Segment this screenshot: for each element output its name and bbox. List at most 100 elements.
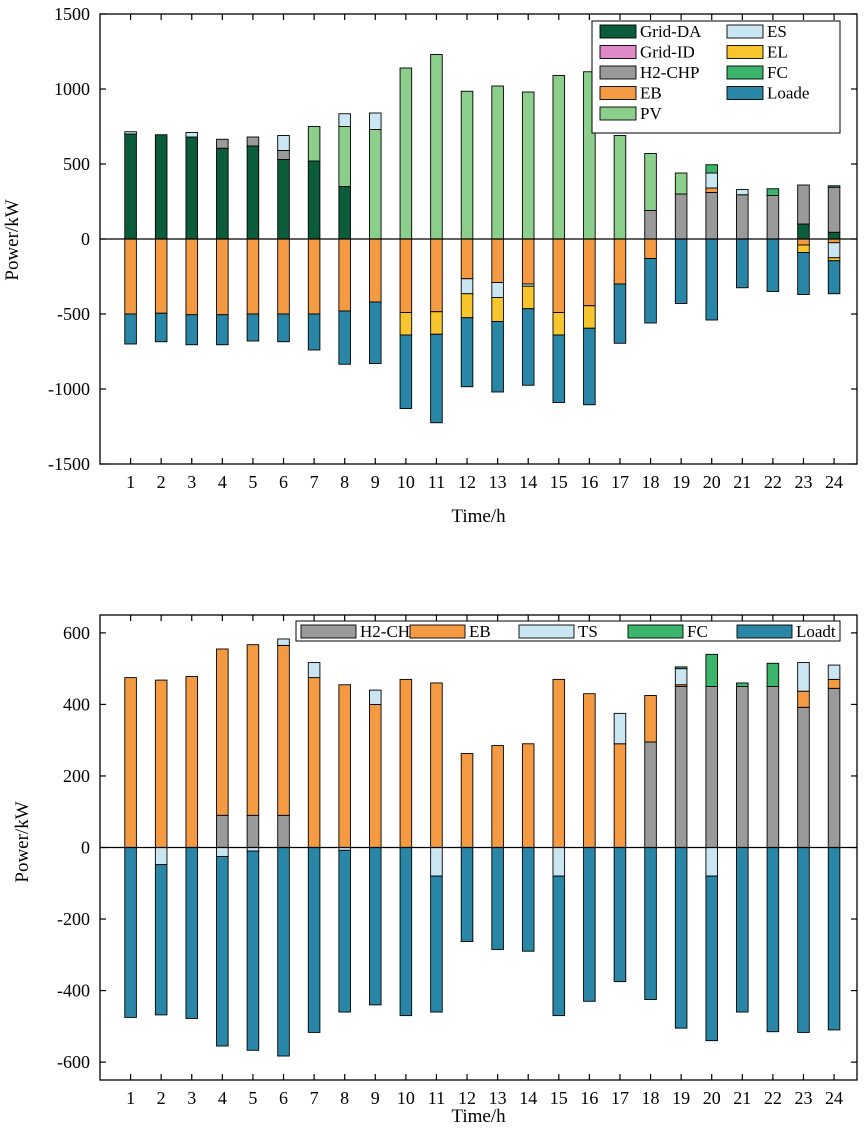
bar-es-24 bbox=[827, 242, 841, 259]
bar-loade-8 bbox=[338, 310, 351, 365]
bar-ts-19 bbox=[674, 668, 688, 686]
bar-el-16 bbox=[583, 305, 596, 329]
bar-eb-18 bbox=[644, 695, 657, 743]
bar-eb-6 bbox=[277, 644, 290, 816]
bar-eb-9 bbox=[369, 703, 382, 848]
bar-grid-da-5 bbox=[246, 145, 260, 240]
x-tick-label: 18 bbox=[642, 472, 660, 492]
bar-h2-chp-21 bbox=[736, 194, 749, 240]
bar-h2-chp-21 bbox=[736, 686, 749, 848]
bar-grid-da-8 bbox=[338, 186, 351, 240]
x-tick-label: 15 bbox=[550, 1088, 568, 1108]
bar-eb-2 bbox=[154, 679, 168, 848]
bar-eb-7 bbox=[307, 238, 321, 315]
bar-ts-20 bbox=[705, 847, 718, 877]
bar-grid-da-24 bbox=[827, 231, 841, 240]
y-tick-label: -400 bbox=[57, 981, 90, 1001]
x-tick-label: 7 bbox=[310, 1088, 319, 1108]
bar-pv-12 bbox=[460, 90, 474, 240]
bar-loade-12 bbox=[460, 317, 474, 388]
legend-swatch-ts bbox=[518, 624, 575, 639]
bar-loadt-19 bbox=[674, 847, 688, 1029]
bar-eb-1 bbox=[124, 677, 137, 848]
bar-eb-5 bbox=[246, 644, 260, 816]
bar-loadt-3 bbox=[185, 847, 199, 1019]
bar-loade-21 bbox=[736, 238, 749, 289]
bar-loade-15 bbox=[552, 334, 566, 403]
bar-es-1 bbox=[124, 131, 137, 135]
bar-loadt-22 bbox=[766, 847, 780, 1033]
bar-ts-24 bbox=[827, 664, 841, 680]
y-tick-label: 400 bbox=[63, 694, 90, 714]
bar-el-24 bbox=[827, 257, 841, 262]
bar-loade-1 bbox=[124, 313, 137, 345]
bar-loadt-21 bbox=[736, 847, 749, 1013]
bar-loade-6 bbox=[277, 313, 290, 343]
bar-fc-22 bbox=[766, 662, 780, 687]
bar-eb-7 bbox=[307, 677, 321, 848]
bar-loadt-13 bbox=[491, 847, 504, 950]
bar-es-6 bbox=[277, 135, 290, 151]
x-tick-label: 20 bbox=[703, 1088, 721, 1108]
bar-pv-13 bbox=[491, 85, 504, 240]
x-tick-label: 7 bbox=[310, 472, 319, 492]
legend-swatch-pv bbox=[599, 106, 637, 121]
legend-label-ts: TS bbox=[578, 622, 598, 641]
bar-eb-23 bbox=[797, 690, 810, 708]
bar-eb-11 bbox=[430, 682, 443, 848]
bar-h2-chp-23 bbox=[797, 184, 810, 225]
bar-grid-da-1 bbox=[124, 133, 137, 240]
bar-ts-6 bbox=[277, 638, 290, 646]
bar-eb-12 bbox=[460, 238, 474, 280]
bar-loade-14 bbox=[521, 308, 535, 386]
x-tick-label: 2 bbox=[157, 472, 166, 492]
x-tick-label: 6 bbox=[279, 472, 288, 492]
x-tick-label: 2 bbox=[157, 1088, 166, 1108]
bar-loade-23 bbox=[797, 252, 810, 295]
bar-loadt-7 bbox=[307, 847, 321, 1033]
bar-loade-24 bbox=[827, 260, 841, 295]
x-tick-label: 15 bbox=[550, 472, 568, 492]
x-tick-label: 17 bbox=[611, 1088, 629, 1108]
bar-loade-2 bbox=[154, 312, 168, 343]
bar-h2-chp-19 bbox=[674, 193, 688, 240]
bar-eb-2 bbox=[154, 238, 168, 314]
bar-h2-chp-22 bbox=[766, 686, 780, 848]
x-axis-label: Time/h bbox=[451, 1106, 506, 1127]
bar-pv-19 bbox=[674, 172, 688, 195]
bar-loadt-16 bbox=[583, 847, 596, 1002]
x-tick-label: 17 bbox=[611, 472, 629, 492]
bar-loadt-20 bbox=[705, 875, 718, 1042]
legend-label-eb: EB bbox=[640, 84, 662, 103]
bar-h2-chp-19 bbox=[674, 686, 688, 848]
x-tick-label: 3 bbox=[187, 1088, 196, 1108]
bar-grid-da-2 bbox=[154, 134, 168, 240]
bar-ts-7 bbox=[307, 662, 321, 679]
bar-loadt-1 bbox=[124, 847, 137, 1018]
bar-eb-14 bbox=[521, 743, 535, 848]
bar-h2-chp-4 bbox=[216, 814, 229, 848]
legend-swatch-grid-da bbox=[599, 24, 637, 39]
y-tick-label: -1500 bbox=[48, 454, 90, 474]
y-tick-label: 1000 bbox=[54, 79, 90, 99]
bar-pv-10 bbox=[399, 67, 413, 240]
legend-swatch-grid-id bbox=[599, 45, 637, 59]
bar-eb-23 bbox=[797, 238, 810, 246]
legend-swatch-eb bbox=[409, 624, 466, 639]
bar-eb-8 bbox=[338, 238, 351, 312]
legend-label-h2-chp: H2-CHP bbox=[640, 63, 700, 82]
bar-h2-chp-4 bbox=[216, 138, 229, 149]
bar-fc-21 bbox=[736, 682, 749, 687]
bar-fc-19 bbox=[674, 666, 688, 670]
bar-el-11 bbox=[430, 311, 443, 335]
bar-loadt-15 bbox=[552, 875, 566, 1017]
bar-loade-11 bbox=[430, 333, 443, 424]
x-tick-label: 10 bbox=[397, 1088, 415, 1108]
legend-swatch-h2-chp bbox=[300, 624, 357, 639]
bar-ts-4 bbox=[216, 847, 229, 857]
legend-swatch-es bbox=[726, 24, 764, 39]
bar-loade-16 bbox=[583, 327, 596, 406]
x-axis-label: Time/h bbox=[451, 506, 506, 527]
bar-loade-3 bbox=[185, 314, 199, 346]
